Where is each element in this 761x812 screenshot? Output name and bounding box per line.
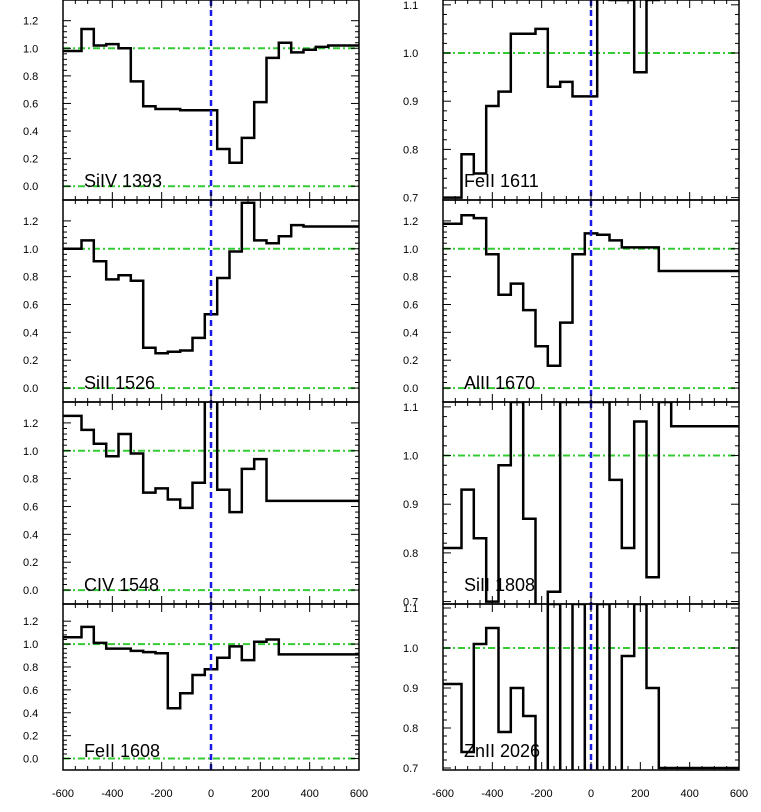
y-tick-label: 1.0 <box>403 244 418 256</box>
panel-plot-area <box>443 604 739 770</box>
y-tick-label: 1.1 <box>403 402 418 414</box>
y-tick-label: 1.0 <box>403 48 418 60</box>
spectrum-line-siii-1526 <box>63 201 359 355</box>
y-tick-label: 0.7 <box>403 193 418 205</box>
x-tick-label: 600 <box>350 788 368 800</box>
spectrum-line-civ-1548 <box>63 402 359 514</box>
y-tick-label: 0.2 <box>23 355 38 367</box>
y-tick-label: 0.6 <box>403 299 418 311</box>
y-tick-label: 0.8 <box>403 723 418 735</box>
panel-plot-area <box>443 402 739 604</box>
y-tick-label: 0.0 <box>23 181 38 193</box>
y-tick-label: 0.4 <box>23 529 38 541</box>
y-tick-label: 0.6 <box>23 299 38 311</box>
y-tick-label: 0.2 <box>403 355 418 367</box>
x-tick-label: 400 <box>680 788 698 800</box>
y-tick-label: 1.0 <box>23 639 38 651</box>
ion-label: AlII 1670 <box>464 373 535 393</box>
y-tick-label: 0.7 <box>403 763 418 775</box>
panel-plot-area <box>63 200 359 402</box>
y-tick-label: 0.8 <box>403 144 418 156</box>
y-tick-label: 1.2 <box>23 16 38 28</box>
y-tick-label: 1.1 <box>403 603 418 615</box>
panel-civ-1548: 0.0 0.2 0.4 0.6 0.8 1.0 1.2 CIV 1548 <box>23 401 360 605</box>
y-tick-label: 1.2 <box>23 418 38 430</box>
y-tick-label: 0.8 <box>23 272 38 284</box>
y-tick-label: 0.4 <box>23 327 38 339</box>
ion-label: SiII 1526 <box>84 373 155 393</box>
ion-label: ZnII 2026 <box>464 741 540 761</box>
y-tick-label: 1.0 <box>23 244 38 256</box>
panel-feii-1608: 0.0 0.2 0.4 0.6 0.8 1.0 1.2 FeII 1608 -600 -400 -2… <box>23 603 368 800</box>
y-tick-label: 1.2 <box>23 616 38 628</box>
y-tick-label: 0.4 <box>23 708 38 720</box>
y-tick-label: 0.2 <box>23 154 38 166</box>
y-tick-label: 0.0 <box>403 383 418 395</box>
panel-plot-area <box>63 402 359 604</box>
y-tick-label: 1.0 <box>23 43 38 55</box>
y-tick-label: 0.6 <box>23 685 38 697</box>
ion-label: CIV 1548 <box>84 575 159 595</box>
spectrum-line-alii-1670 <box>443 214 739 368</box>
y-tick-label: 0.6 <box>23 501 38 513</box>
x-tick-label: -200 <box>531 788 553 800</box>
x-tick-label: -200 <box>151 788 173 800</box>
x-tick-label: 400 <box>300 788 318 800</box>
y-tick-label: 0.8 <box>403 272 418 284</box>
x-tick-label: -600 <box>432 788 454 800</box>
panel-siii-1526: 0.0 0.2 0.4 0.6 0.8 1.0 1.2 SiII 1526 <box>23 199 360 403</box>
spectrum-line-siiv-1393 <box>63 27 359 165</box>
x-tick-label: 200 <box>631 788 649 800</box>
y-tick-label: 1.0 <box>23 446 38 458</box>
y-tick-label: 0.0 <box>23 383 38 395</box>
y-tick-label: 0.4 <box>23 126 38 138</box>
y-tick-label: 0.2 <box>23 557 38 569</box>
y-tick-label: 0.6 <box>23 98 38 110</box>
spectrum-line-feii-1608 <box>63 625 359 710</box>
x-tick-label: 0 <box>208 788 214 800</box>
y-tick-label: 0.8 <box>23 474 38 486</box>
ion-label: FeII 1608 <box>84 741 160 761</box>
y-tick-label: 0.2 <box>23 731 38 743</box>
panel-znii-2026: 0.7 0.8 0.9 1.0 1.1 ZnII 2026 -600 -400 -200 0 200… <box>403 603 748 800</box>
y-tick-label: 1.0 <box>403 451 418 463</box>
panel-siii-1808: 0.7 0.8 0.9 1.0 1.1 SiII 1808 <box>403 401 740 609</box>
ion-label: FeII 1611 <box>464 171 539 191</box>
y-tick-label: 1.2 <box>23 216 38 228</box>
x-tick-label: 600 <box>730 788 748 800</box>
y-tick-label: 1.2 <box>403 216 418 228</box>
panel-plot-area <box>63 0 359 200</box>
y-tick-label: 0.7 <box>403 597 418 609</box>
y-tick-label: 0.9 <box>403 96 418 108</box>
ion-label: SiIV 1393 <box>84 171 162 191</box>
y-tick-label: 0.8 <box>23 662 38 674</box>
panel-plot-area <box>443 200 739 402</box>
x-tick-label: 0 <box>588 788 594 800</box>
x-tick-label: -400 <box>101 788 123 800</box>
ion-label: SiII 1808 <box>464 575 535 595</box>
spectrum-line-siii-1808 <box>443 402 739 604</box>
x-tick-label: -600 <box>52 788 74 800</box>
y-tick-label: 0.9 <box>403 499 418 511</box>
y-tick-label: 0.8 <box>23 71 38 83</box>
y-tick-label: 0.0 <box>23 585 38 597</box>
panel-plot-area <box>443 0 739 200</box>
y-tick-label: 0.9 <box>403 683 418 695</box>
y-tick-label: 0.0 <box>23 754 38 766</box>
panel-plot-area <box>63 604 359 770</box>
y-tick-label: 0.8 <box>403 548 418 560</box>
x-tick-label: 200 <box>251 788 269 800</box>
spectrum-line-feii-1611 <box>443 0 661 199</box>
y-tick-label: 1.1 <box>403 0 418 12</box>
spectrum-line-znii-2026 <box>443 604 739 770</box>
panel-feii-1611: 0.7 0.8 0.9 1.0 1.1 FeII 1611 <box>403 0 740 205</box>
y-tick-label: 1.0 <box>403 643 418 655</box>
x-tick-label: -400 <box>481 788 503 800</box>
panel-siiv-1393: 0.0 0.2 0.4 0.6 0.8 1.0 1.2 SiIV 1393 <box>23 0 360 201</box>
y-tick-label: 0.4 <box>403 327 418 339</box>
panel-alii-1670: 0.0 0.2 0.4 0.6 0.8 1.0 1.2 AlII 1670 <box>403 199 740 403</box>
